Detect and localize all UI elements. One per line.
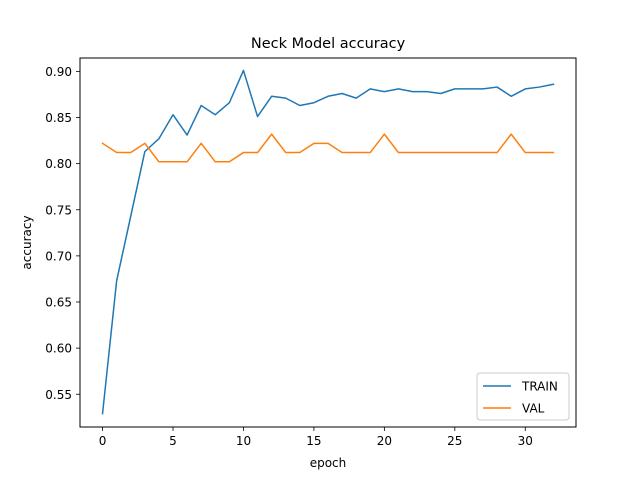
y-axis-ticks: 0.55 0.60 0.65 0.70 0.75 0.80 0.85 0.90 bbox=[45, 65, 80, 402]
y-tick-label: 0.55 bbox=[45, 388, 72, 402]
chart-title: Neck Model accuracy bbox=[251, 36, 406, 52]
x-tick-label: 20 bbox=[377, 434, 392, 448]
x-tick-label: 10 bbox=[236, 434, 251, 448]
x-tick-label: 25 bbox=[447, 434, 462, 448]
x-axis-ticks: 0 5 10 15 20 25 30 bbox=[99, 427, 533, 448]
series-lines bbox=[101, 69, 555, 415]
x-tick-label: 0 bbox=[99, 434, 107, 448]
y-tick-label: 0.75 bbox=[45, 203, 72, 217]
legend: TRAIN VAL bbox=[476, 372, 570, 421]
y-axis-label: accuracy bbox=[20, 215, 34, 269]
legend-label-train: TRAIN bbox=[521, 380, 558, 394]
y-tick-label: 0.90 bbox=[45, 65, 72, 79]
x-tick-label: 5 bbox=[169, 434, 177, 448]
axes-frame bbox=[79, 57, 577, 428]
x-tick-label: 30 bbox=[518, 434, 533, 448]
y-tick-label: 0.80 bbox=[45, 157, 72, 171]
y-tick-label: 0.85 bbox=[45, 111, 72, 125]
legend-label-val: VAL bbox=[522, 402, 545, 416]
y-tick-label: 0.60 bbox=[45, 342, 72, 356]
plot-area bbox=[79, 57, 577, 428]
series-line-train bbox=[101, 69, 555, 415]
x-tick-label: 15 bbox=[306, 434, 321, 448]
series-line-val bbox=[101, 133, 555, 163]
y-tick-label: 0.65 bbox=[45, 296, 72, 310]
x-axis-label: epoch bbox=[310, 456, 347, 470]
y-tick-label: 0.70 bbox=[45, 249, 72, 263]
